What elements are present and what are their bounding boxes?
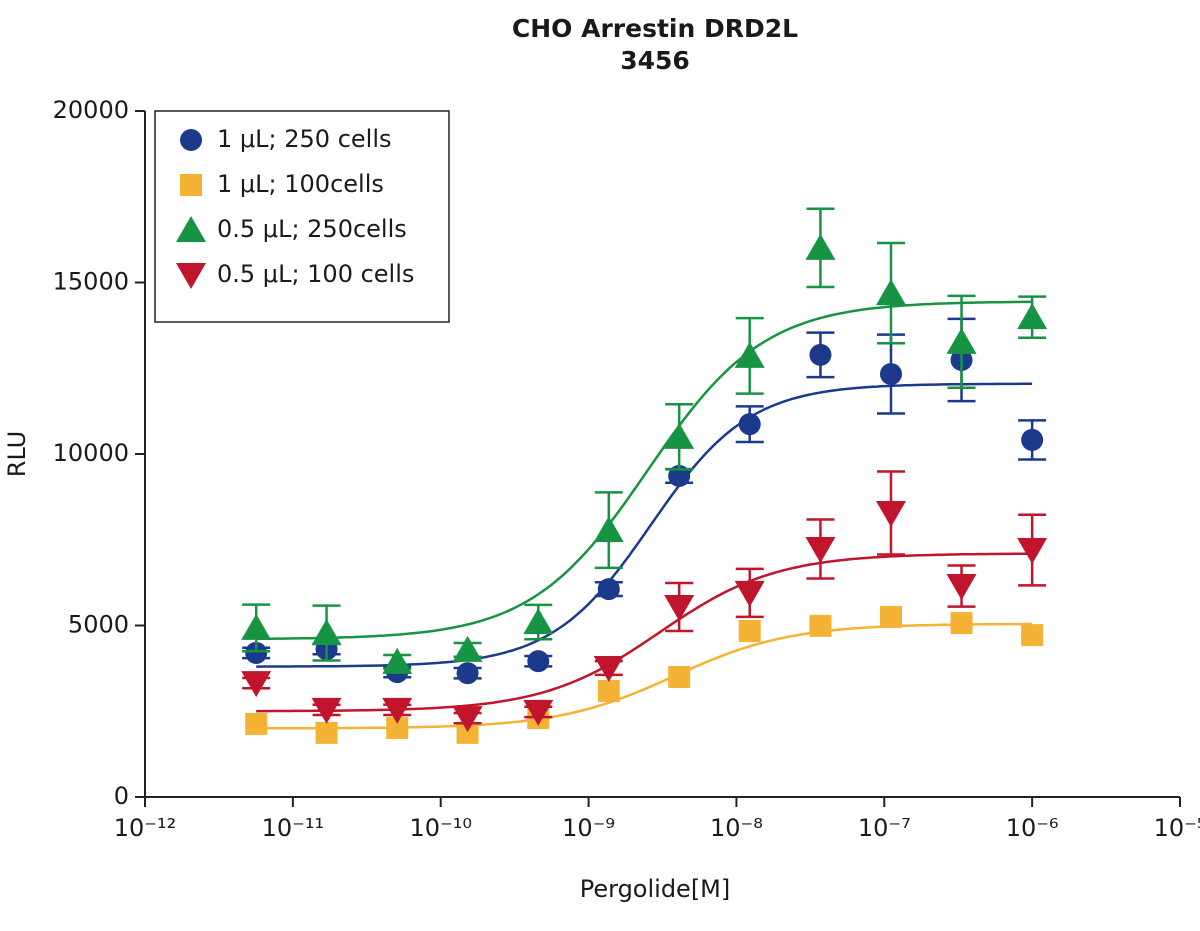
chart-subtitle: 3456 xyxy=(620,46,690,75)
fit-curve xyxy=(256,382,1033,668)
legend-box xyxy=(154,110,450,323)
point xyxy=(593,656,624,683)
x-tick-label: 10⁻¹⁰ xyxy=(409,814,471,842)
x-tick-label: 10⁻¹² xyxy=(114,814,176,842)
point xyxy=(664,594,695,621)
point xyxy=(734,580,765,607)
fit-curve xyxy=(256,300,1033,641)
point xyxy=(456,662,479,685)
point xyxy=(315,721,338,744)
point xyxy=(738,619,761,642)
y-tick-label: 0 xyxy=(114,782,129,810)
point xyxy=(527,650,550,673)
legend-label: 0.5 μL; 100 cells xyxy=(217,260,414,288)
point xyxy=(734,341,765,368)
x-tick-label: 10⁻⁵ xyxy=(1154,814,1200,842)
y-tick-label: 5000 xyxy=(68,611,129,639)
point xyxy=(382,697,413,724)
point xyxy=(241,671,272,698)
point xyxy=(809,614,832,637)
point xyxy=(311,619,342,646)
point xyxy=(875,500,906,527)
point xyxy=(597,578,620,601)
y-tick-label: 15000 xyxy=(53,268,129,296)
point xyxy=(1017,303,1048,330)
fit-curve xyxy=(256,552,1033,713)
point xyxy=(452,706,483,733)
point xyxy=(386,717,409,740)
x-tick-label: 10⁻⁹ xyxy=(562,814,615,842)
x-tick-label: 10⁻¹¹ xyxy=(262,814,324,842)
legend-label: 1 μL; 250 cells xyxy=(217,125,392,153)
point xyxy=(523,608,554,635)
point xyxy=(523,699,554,726)
legend-marker xyxy=(180,129,202,151)
point xyxy=(809,343,832,366)
point xyxy=(241,613,272,640)
point xyxy=(456,721,479,744)
legend-marker xyxy=(180,174,202,196)
point xyxy=(245,641,268,664)
point xyxy=(311,697,342,724)
point xyxy=(875,279,906,306)
point xyxy=(668,665,691,688)
point xyxy=(879,605,902,628)
point xyxy=(1017,538,1048,565)
legend-label: 0.5 μL; 250cells xyxy=(217,215,407,243)
y-axis-label: RLU xyxy=(3,431,31,477)
point xyxy=(805,233,836,260)
x-axis-label: Pergolide[M] xyxy=(580,875,731,903)
x-tick-label: 10⁻⁶ xyxy=(1006,814,1059,842)
legend-marker xyxy=(176,216,206,242)
point xyxy=(593,516,624,543)
point xyxy=(738,413,761,436)
y-tick-label: 20000 xyxy=(53,96,129,124)
point xyxy=(597,680,620,703)
legend-marker xyxy=(176,263,206,289)
point xyxy=(382,647,413,674)
point xyxy=(879,363,902,386)
point xyxy=(1021,624,1044,647)
chart-title: CHO Arrestin DRD2L xyxy=(512,14,798,43)
x-tick-label: 10⁻⁸ xyxy=(710,814,763,842)
point xyxy=(452,635,483,662)
x-tick-label: 10⁻⁷ xyxy=(858,814,911,842)
fit-curve xyxy=(256,622,1033,730)
y-tick-label: 10000 xyxy=(53,439,129,467)
point xyxy=(950,612,973,635)
point xyxy=(664,422,695,449)
point xyxy=(805,537,836,564)
point xyxy=(946,327,977,354)
point xyxy=(245,712,268,735)
point xyxy=(946,574,977,601)
legend-label: 1 μL; 100cells xyxy=(217,170,384,198)
point xyxy=(1021,428,1044,451)
